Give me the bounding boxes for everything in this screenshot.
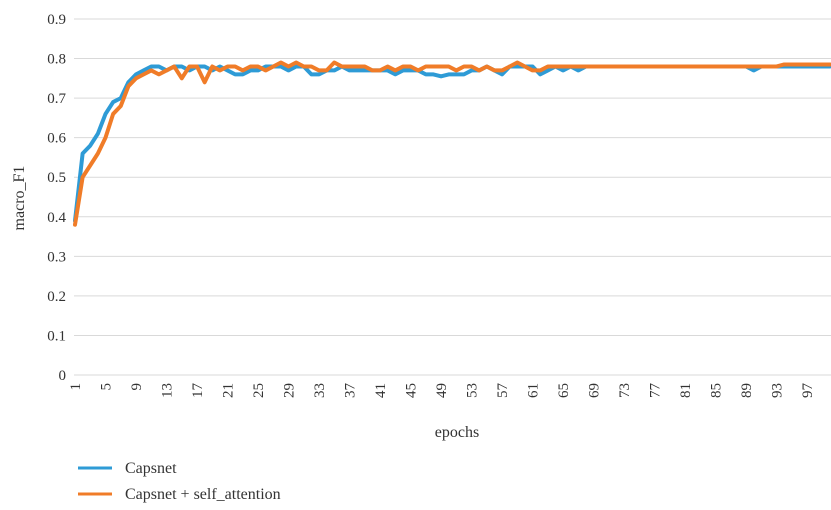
y-tick-label: 0.4	[47, 210, 66, 226]
y-tick-label: 0.3	[47, 249, 66, 265]
y-tick-label: 0.7	[47, 91, 66, 107]
x-tick-label: 45	[404, 383, 420, 398]
x-tick-label: 37	[343, 383, 359, 399]
legend-label-capsnet-self-attention: Capsnet + self_attention	[125, 486, 281, 503]
x-tick-label: 9	[129, 383, 145, 391]
y-tick-label: 0.1	[47, 328, 66, 344]
x-tick-label: 5	[99, 383, 115, 391]
x-tick-label: 17	[190, 383, 206, 399]
x-tick-label: 61	[526, 383, 542, 398]
y-tick-label: 0.6	[47, 131, 66, 147]
x-tick-label: 69	[587, 383, 603, 398]
x-tick-label: 65	[556, 383, 572, 398]
x-tick-label: 21	[221, 383, 237, 398]
x-tick-label: 25	[251, 383, 267, 398]
gridlines	[74, 18, 831, 376]
y-tick-label: 0	[59, 368, 67, 384]
x-tick-label: 41	[373, 383, 389, 398]
x-tick-label: 53	[465, 383, 481, 398]
x-tick-label: 33	[312, 383, 328, 398]
y-tick-label: 0.5	[47, 170, 66, 186]
y-tick-label: 0.9	[47, 12, 66, 28]
x-tick-label: 81	[678, 383, 694, 398]
series-lines	[73, 60, 831, 227]
x-tick-label: 77	[648, 383, 664, 399]
x-tick-label: 89	[739, 383, 755, 398]
legend-label-capsnet: Capsnet	[125, 460, 177, 477]
x-tick-label: 85	[709, 383, 725, 398]
x-axis-ticks: 1 5 9 13 17 21 25 29 33 37 41 45 49 53 57 61 65 69 73 77 81 8…	[68, 383, 816, 399]
y-axis-label: macro_F1	[11, 166, 28, 231]
x-tick-label: 97	[800, 383, 816, 399]
x-tick-label: 13	[160, 383, 176, 398]
y-axis-ticks: 0 0.1 0.2 0.3 0.4 0.5 0.6 0.7 0.8 0.9	[47, 12, 66, 384]
x-tick-label: 57	[495, 383, 511, 399]
x-tick-label: 29	[282, 383, 298, 398]
x-tick-label: 49	[434, 383, 450, 398]
series-line-capsnet	[73, 64, 831, 223]
y-tick-label: 0.2	[47, 289, 66, 305]
legend: Capsnet Capsnet + self_attention	[78, 460, 281, 503]
x-tick-label: 1	[68, 383, 84, 391]
y-tick-label: 0.8	[47, 52, 66, 68]
x-tick-label: 93	[770, 383, 786, 398]
series-line-capsnet-self-attention	[73, 60, 831, 227]
x-axis-label: epochs	[435, 424, 479, 441]
x-tick-label: 73	[617, 383, 633, 398]
